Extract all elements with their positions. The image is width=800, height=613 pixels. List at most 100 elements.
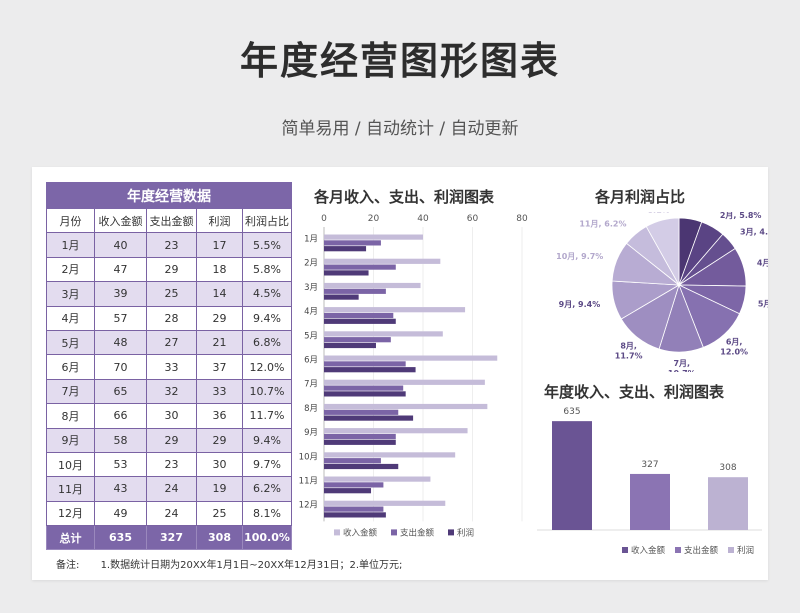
table-cell: 27: [146, 329, 197, 356]
table-cell: 9.4%: [242, 305, 292, 331]
bar-利润: [324, 512, 386, 518]
table-cell: 47: [94, 256, 147, 283]
table-cell: 4月: [46, 305, 95, 331]
bar-收入金额: [324, 428, 468, 434]
dashboard-card: 年度经营数据 月份 收入金额 支出金额 利润 利润占比 1月 40 23 17 5.5% 2月 47…: [32, 167, 768, 580]
total-cell: 327: [146, 525, 197, 551]
table-cell: 11月: [46, 476, 95, 502]
table-cell: 48: [94, 329, 147, 356]
y-tick-label: 11月: [299, 477, 318, 487]
table-cell: 25: [196, 500, 243, 527]
table-header-row: 月份 收入金额 支出金额 利润 利润占比: [46, 207, 292, 234]
footnote-label: 备注:: [56, 560, 80, 571]
bar-收入金额: [324, 355, 498, 361]
bar-利润: [324, 415, 414, 421]
bar-支出金额: [324, 288, 386, 294]
table-cell: 49: [94, 500, 147, 527]
total-cell: 总计: [46, 525, 95, 551]
table-cell: 9.7%: [242, 451, 292, 478]
bar-支出金额: [324, 506, 384, 512]
table-cell: 36: [196, 403, 243, 429]
table-cell: 17: [196, 232, 243, 258]
table-cell: 29: [196, 305, 243, 331]
pie-value: 11.7%: [615, 351, 643, 360]
table-cell: 66: [94, 403, 147, 429]
bar-利润: [324, 318, 396, 324]
table-cell: 53: [94, 451, 147, 478]
table-cell: 10月: [46, 451, 95, 478]
bar-收入金额: [324, 258, 441, 264]
monthly-bar-chart: 0 20 40 60 80 1月 2月 3月 4月 5月 6月 7月 8月 9月 10月 11月 12月收入金额…: [299, 214, 528, 538]
table-row: 9月 58 29 29 9.4%: [46, 427, 292, 453]
table-cell: 24: [146, 500, 197, 527]
y-tick-label: 7月: [304, 380, 318, 390]
table-cell: 21: [196, 329, 243, 356]
table-cell: 8.1%: [242, 500, 292, 527]
x-tick-label: 60: [467, 214, 479, 224]
table-cell: 2月: [46, 256, 95, 283]
legend-swatch: [675, 547, 681, 553]
page-subtitle: 简单易用 / 自动统计 / 自动更新: [281, 119, 519, 139]
table-cell: 29: [146, 256, 197, 283]
table-row: 3月 39 25 14 4.5%: [46, 281, 292, 307]
table-cell: 57: [94, 305, 147, 331]
column-header: 支出金额: [146, 207, 197, 234]
pie-label: 8月,: [620, 341, 637, 350]
table-cell: 32: [146, 378, 197, 405]
legend-swatch: [622, 547, 628, 553]
table-cell: 33: [146, 354, 197, 380]
bar-利润: [324, 463, 399, 470]
bar-支出金额: [324, 458, 381, 464]
footnote: 备注: 1.数据统计日期为20XX年1月1日~20XX年12月31日；2.单位万…: [56, 556, 420, 571]
table-cell: 37: [196, 354, 243, 380]
y-tick-label: 5月: [304, 331, 318, 341]
bar-收入金额: [324, 452, 456, 458]
bar-支出金额: [324, 240, 381, 246]
bar-收入金额: [324, 282, 421, 289]
legend-swatch: [391, 529, 397, 536]
table-cell: 5.8%: [242, 256, 292, 283]
data-label: 308: [719, 463, 736, 473]
bar-利润: [324, 391, 406, 397]
table-row: 2月 47 29 18 5.8%: [46, 256, 292, 283]
page-title: 年度经营图形图表: [239, 39, 560, 83]
bar-支出金额: [324, 312, 394, 319]
bar-利润: [324, 270, 369, 276]
table-cell: 30: [146, 403, 197, 429]
table-cell: 19: [196, 476, 243, 502]
bar-支出金额: [630, 473, 670, 530]
pie-label: 2月, 5.8%: [720, 212, 762, 220]
bar-利润: [324, 488, 372, 494]
table-cell: 10.7%: [242, 378, 292, 405]
table-cell: 9.4%: [242, 427, 292, 453]
table-total-row: 总计 635 327 308 100.0%: [46, 525, 292, 551]
x-tick-label: 0: [321, 214, 327, 224]
monthly-chart-title: 各月收入、支出、利润图表: [314, 188, 495, 206]
y-tick-label: 10月: [299, 452, 318, 462]
bar-利润: [324, 246, 367, 252]
table-cell: 11.7%: [242, 403, 292, 429]
bar-收入金额: [324, 379, 485, 385]
bar-支出金额: [324, 482, 384, 488]
bar-支出金额: [324, 409, 399, 415]
legend-label: 支出金额: [400, 527, 435, 538]
table-cell: 9月: [46, 427, 95, 453]
legend-swatch: [448, 529, 454, 536]
table-cell: 4.5%: [242, 281, 292, 307]
table-cell: 5月: [46, 329, 95, 356]
legend-label: 利润: [737, 545, 754, 556]
table-row: 10月 53 23 30 9.7%: [46, 451, 292, 478]
bar-收入金额: [324, 331, 443, 337]
y-tick-label: 8月: [304, 404, 318, 414]
bar-收入金额: [324, 403, 488, 410]
table-row: 1月 40 23 17 5.5%: [46, 232, 292, 258]
legend-swatch: [728, 547, 734, 553]
pie-value: 8.1%: [647, 212, 669, 215]
y-tick-label: 12月: [299, 501, 318, 511]
table-cell: 6.2%: [242, 476, 292, 502]
x-tick-label: 20: [368, 214, 380, 224]
bar-利润: [324, 439, 396, 445]
table-cell: 33: [196, 378, 243, 405]
data-label: 327: [641, 460, 658, 470]
x-tick-label: 80: [516, 214, 528, 224]
